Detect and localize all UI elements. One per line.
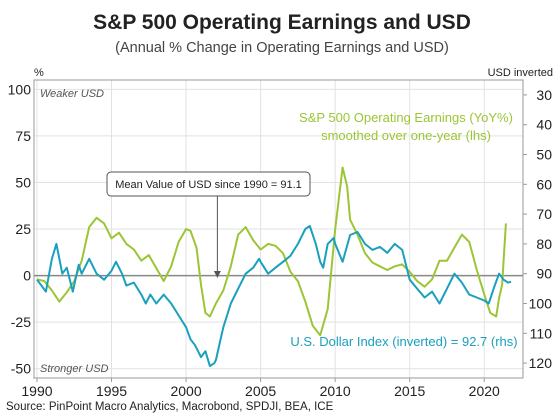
source-note: Source: PinPoint Macro Analytics, Macrob…	[6, 401, 334, 413]
left-axis-ticks: 100 75 50 25 0 -25 -50	[8, 81, 32, 376]
mean-value-arrowhead	[213, 270, 221, 278]
plot-frame	[33, 79, 524, 379]
y-tick-right: 110	[530, 325, 553, 341]
weaker-usd-note: Weaker USD	[40, 88, 104, 100]
x-tick: 2020	[469, 383, 500, 399]
y-tick-left: -25	[11, 314, 31, 330]
mean-value-box	[106, 171, 311, 197]
y-tick-left: 0	[23, 268, 31, 284]
y-tick-right: 60	[536, 176, 552, 192]
right-axis-ticks: 30 40 50 60 70 80 90 100 110 120	[523, 87, 552, 371]
series-operating-earnings-line	[36, 166, 507, 337]
earnings-series-label-line2: smoothed over one-year (lhs)	[321, 128, 491, 143]
series-earnings-line	[36, 225, 512, 368]
y-tick-right: 50	[536, 147, 552, 163]
x-axis-ticks: 1990 1995 2000 2005 2010 2015 2020	[21, 378, 500, 399]
x-tick: 1995	[96, 383, 127, 399]
y-tick-right: 90	[536, 266, 552, 282]
earnings-series-label-line1: S&P 500 Operating Earnings (YoY%)	[299, 110, 513, 125]
y-tick-right: 120	[529, 355, 553, 371]
y-tick-left: 75	[15, 128, 31, 144]
x-tick: 1990	[21, 383, 52, 399]
y-tick-right: 80	[536, 236, 552, 252]
y-tick-left: 25	[15, 221, 31, 237]
y-tick-right: 100	[529, 296, 553, 312]
chart-title: S&P 500 Operating Earnings and USD	[93, 11, 471, 34]
y-tick-left: 50	[15, 174, 31, 190]
chart-subtitle: (Annual % Change in Operating Earnings a…	[115, 40, 449, 56]
y-tick-right: 30	[536, 87, 552, 103]
y-tick-right: 40	[536, 117, 552, 133]
y-tick-left: -50	[11, 361, 31, 377]
y-tick-right: 70	[536, 206, 552, 222]
x-tick: 2005	[245, 383, 276, 399]
left-axis-unit: %	[34, 67, 44, 79]
dollar-series-label: U.S. Dollar Index (inverted) = 92.7 (rhs…	[290, 334, 517, 349]
x-tick: 2000	[170, 383, 201, 399]
x-tick: 2010	[320, 383, 351, 399]
y-tick-left: 100	[8, 81, 32, 97]
right-axis-unit: USD inverted	[488, 67, 553, 79]
stronger-usd-note: Stronger USD	[40, 363, 109, 375]
x-tick: 2015	[394, 383, 425, 399]
mean-value-label: Mean Value of USD since 1990 = 91.1	[115, 179, 302, 191]
